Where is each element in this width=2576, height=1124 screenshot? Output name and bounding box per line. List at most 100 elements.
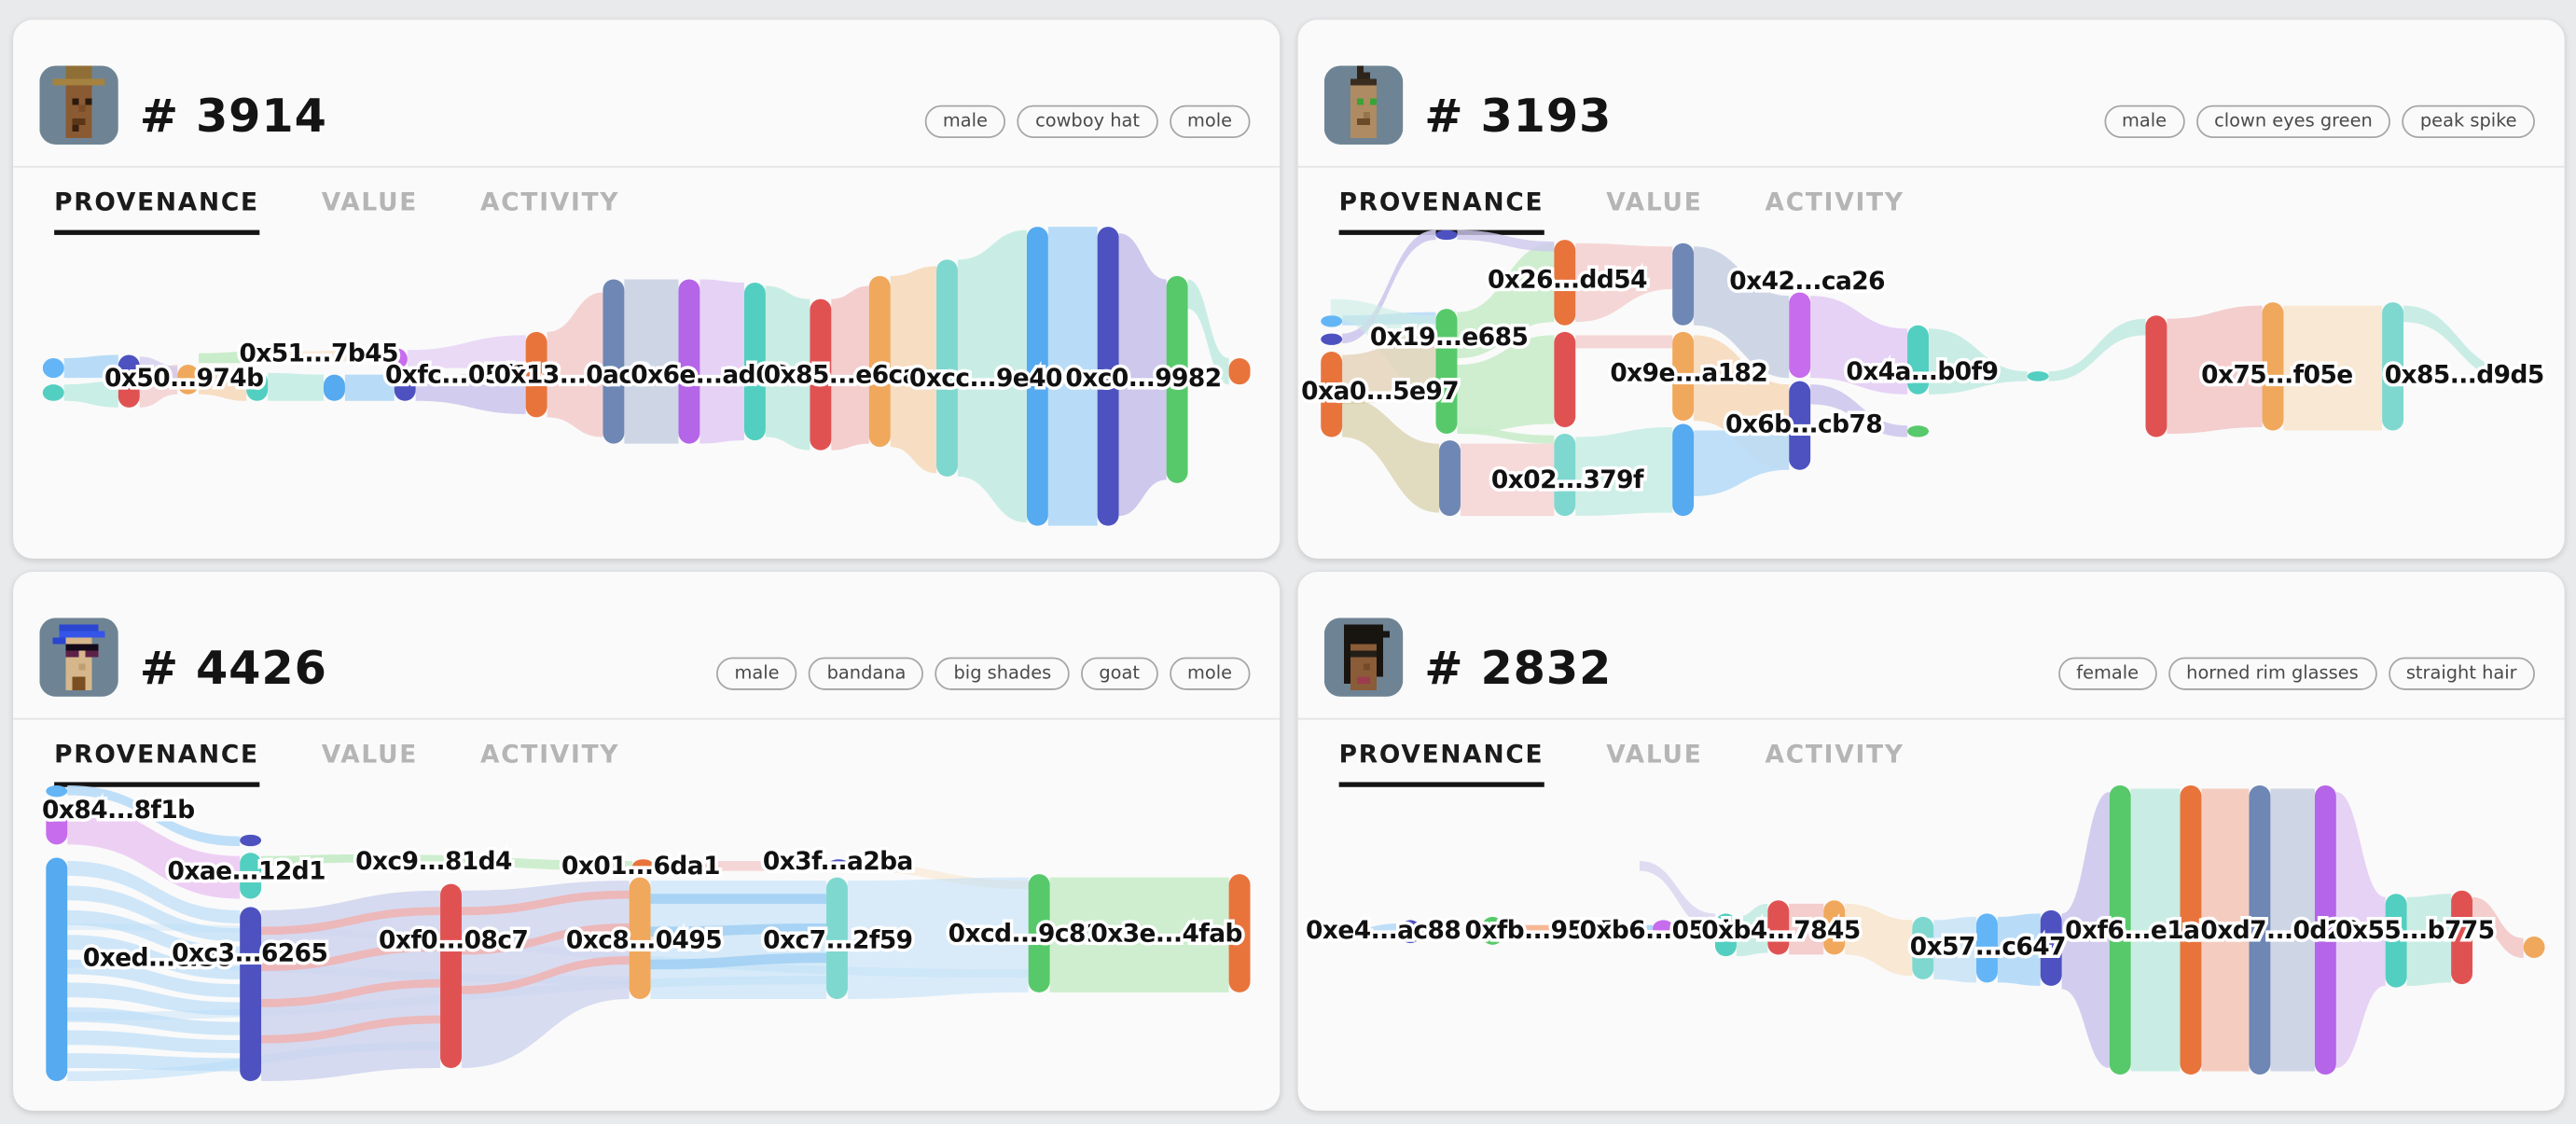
sankey-node[interactable] — [246, 371, 269, 401]
sankey-node[interactable] — [1554, 434, 1576, 517]
sankey-node[interactable] — [1554, 331, 1576, 427]
sankey-node[interactable] — [394, 374, 416, 401]
sankey-node[interactable] — [1976, 913, 1998, 983]
sankey-node[interactable] — [2382, 302, 2404, 431]
tab-value[interactable]: VALUE — [321, 739, 419, 770]
tab-provenance[interactable]: PROVENANCE — [54, 187, 259, 235]
sankey-node[interactable] — [1435, 309, 1458, 435]
sankey-node[interactable] — [1435, 229, 1458, 241]
sankey-node[interactable] — [827, 859, 850, 871]
sankey-node[interactable] — [525, 331, 547, 418]
sankey-node[interactable] — [810, 298, 832, 451]
sankey-node[interactable] — [2109, 784, 2131, 1075]
sankey-node[interactable] — [2180, 784, 2202, 1075]
sankey-node[interactable] — [2262, 302, 2284, 431]
sankey-node[interactable] — [1789, 381, 1811, 470]
sankey-node[interactable] — [868, 275, 891, 448]
sankey-node[interactable] — [46, 801, 68, 845]
sankey-node[interactable] — [1228, 358, 1251, 385]
provenance-sankey[interactable]: 0xa0...5e97 0x19...e685 0x26...dd54 0x02...… — [1298, 214, 2565, 559]
sankey-node[interactable] — [2145, 315, 2167, 437]
sankey-node[interactable] — [240, 834, 262, 847]
sankey-node[interactable] — [1672, 243, 1695, 326]
sankey-node[interactable] — [632, 859, 655, 873]
sankey-node[interactable] — [1321, 351, 1343, 437]
sankey-node[interactable] — [678, 279, 700, 444]
sankey-node[interactable] — [1912, 916, 1934, 979]
sankey-node[interactable] — [826, 877, 848, 999]
tab-value[interactable]: VALUE — [1606, 739, 1703, 770]
sankey-node[interactable] — [354, 853, 377, 863]
sankey-node[interactable] — [1672, 423, 1695, 517]
sankey-node[interactable] — [2385, 894, 2407, 988]
sankey-node[interactable] — [1228, 874, 1251, 992]
sankey-node[interactable] — [1439, 440, 1461, 517]
sankey-node[interactable] — [42, 384, 64, 401]
sankey-node[interactable] — [1028, 874, 1050, 992]
tab-provenance[interactable]: PROVENANCE — [54, 740, 259, 787]
sankey-flow — [199, 366, 247, 401]
sankey-node[interactable] — [602, 279, 625, 444]
card-header: # 2832 female horned rim glasses straight … — [1298, 572, 2565, 697]
tab-provenance[interactable]: PROVENANCE — [1338, 740, 1544, 787]
sankey-node[interactable] — [1653, 920, 1674, 937]
sankey-flow — [407, 335, 526, 368]
sankey-node[interactable] — [177, 365, 200, 395]
sankey-node[interactable] — [46, 784, 68, 798]
tab-value[interactable]: VALUE — [1606, 187, 1703, 217]
sankey-node[interactable] — [1321, 333, 1343, 345]
sankey-node[interactable] — [1767, 900, 1790, 955]
sankey-node[interactable] — [1166, 275, 1188, 483]
sankey-node[interactable] — [324, 374, 345, 401]
sankey-node[interactable] — [2027, 371, 2049, 382]
punk-card-2832: # 2832 female horned rim glasses straight … — [1297, 571, 2565, 1111]
sankey-node[interactable] — [1554, 240, 1576, 326]
sankey-node[interactable] — [1789, 292, 1811, 379]
sankey-node[interactable] — [1330, 926, 1352, 938]
tab-value[interactable]: VALUE — [321, 187, 419, 217]
sankey-node[interactable] — [2451, 890, 2473, 985]
sankey-node[interactable] — [240, 853, 262, 899]
provenance-sankey[interactable]: 0x50...974b0x51...7b450xfc...05f10x13...… — [13, 214, 1280, 559]
wallet-address-label: 0xcc...9e40 — [909, 364, 1062, 393]
sankey-node[interactable] — [629, 877, 651, 999]
sankey-node[interactable] — [1097, 227, 1119, 526]
trait-badge: bandana — [809, 657, 924, 690]
sankey-node[interactable] — [118, 381, 140, 408]
sankey-node[interactable] — [2040, 909, 2062, 986]
tab-activity[interactable]: ACTIVITY — [480, 739, 620, 770]
sankey-node[interactable] — [2314, 784, 2336, 1075]
sankey-node[interactable] — [1714, 913, 1737, 957]
tab-activity[interactable]: ACTIVITY — [480, 187, 620, 217]
sankey-node[interactable] — [1399, 920, 1421, 944]
sankey-node[interactable] — [1321, 315, 1343, 327]
tab-activity[interactable]: ACTIVITY — [1765, 739, 1904, 770]
sankey-node[interactable] — [2249, 784, 2271, 1075]
sankey-node[interactable] — [1823, 900, 1846, 955]
provenance-sankey[interactable]: 0xe4...ac88 0xfb...95170xb6...052b0xb4...… — [1298, 766, 2565, 1111]
sankey-flow — [1736, 903, 1768, 957]
provenance-sankey[interactable]: 0x84...8f1b 0xed...cf30 0xae...12d1 0xc3...… — [13, 766, 1280, 1111]
sankey-node[interactable] — [385, 348, 408, 370]
sankey-node[interactable] — [1672, 331, 1695, 421]
sankey-node[interactable] — [2523, 937, 2545, 958]
sankey-flow — [765, 285, 810, 451]
sankey-node[interactable] — [936, 259, 958, 477]
sankey-node[interactable] — [1907, 325, 1929, 395]
tab-activity[interactable]: ACTIVITY — [1765, 187, 1904, 217]
punk-id: # 2832 — [1424, 640, 1613, 696]
sankey-node[interactable] — [440, 883, 462, 1068]
sankey-node[interactable] — [251, 351, 273, 364]
sankey-node[interactable] — [42, 358, 64, 379]
sankey-node[interactable] — [743, 282, 766, 441]
sankey-node[interactable] — [118, 354, 140, 379]
punk-card-3193: # 3193 male clown eyes green peak spike PR… — [1297, 20, 2565, 559]
sankey-node[interactable] — [1026, 227, 1048, 526]
wallet-address-label: 0x42...ca26 — [1729, 267, 1885, 296]
sankey-node[interactable] — [2514, 369, 2535, 382]
sankey-node[interactable] — [46, 857, 68, 1082]
wallet-address-label: 0xd7...0d29 — [2200, 916, 2360, 945]
sankey-node[interactable] — [1907, 425, 1929, 437]
sankey-node[interactable] — [240, 907, 262, 1082]
sankey-node[interactable] — [1481, 916, 1503, 945]
